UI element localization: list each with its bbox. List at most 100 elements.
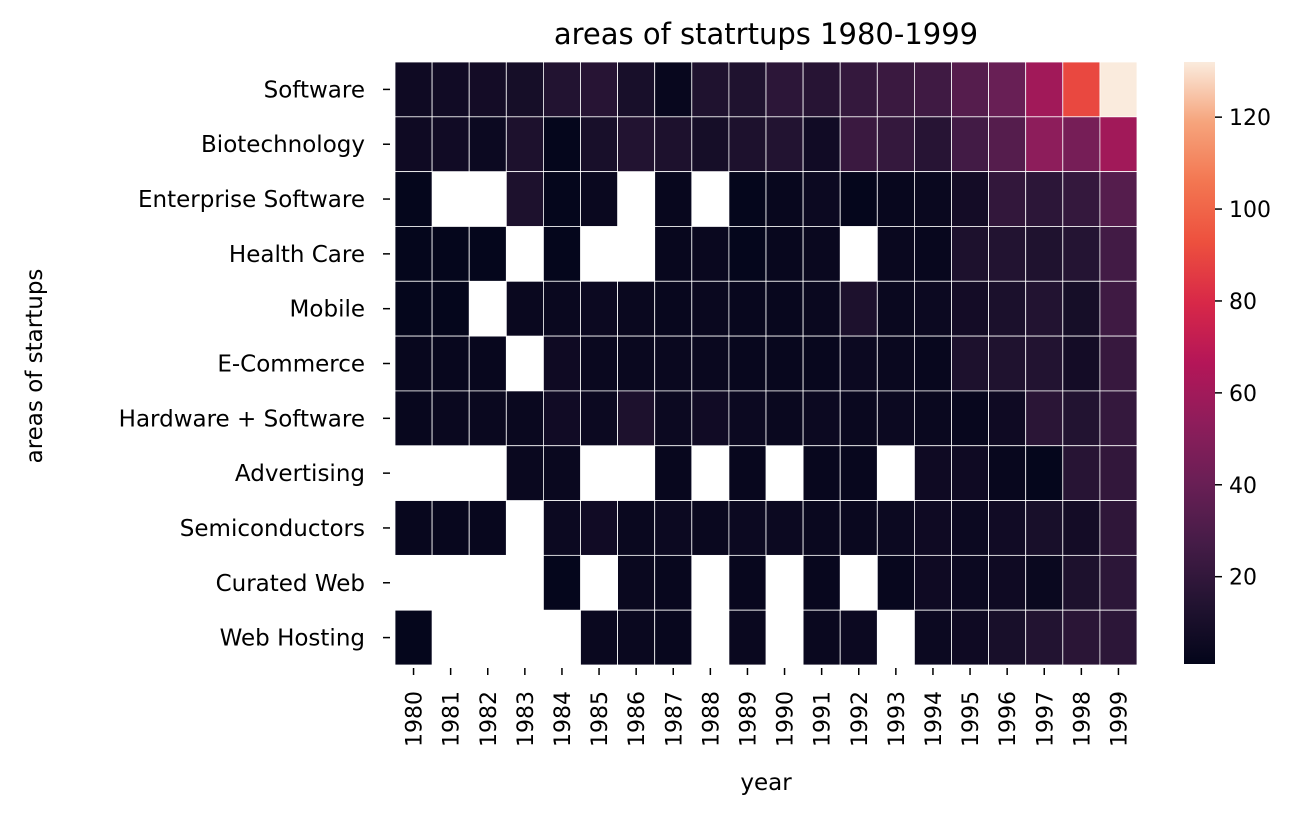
heatmap-cell xyxy=(988,554,1027,611)
heatmap-cell xyxy=(765,390,804,447)
heatmap-cell xyxy=(839,390,878,447)
heatmap-cell xyxy=(691,226,730,282)
heatmap-cells xyxy=(394,61,1138,666)
heatmap-cell xyxy=(580,171,618,227)
heatmap-cell xyxy=(914,390,952,447)
heatmap-cell xyxy=(839,61,878,118)
heatmap-cell xyxy=(728,280,767,337)
heatmap-cell xyxy=(468,390,507,447)
heatmap-cell xyxy=(988,171,1027,227)
heatmap-cell xyxy=(543,226,581,282)
heatmap-cell xyxy=(1025,116,1064,173)
heatmap-cell xyxy=(468,335,507,392)
heatmap-cell xyxy=(728,61,767,118)
heatmap-cell xyxy=(914,445,952,501)
heatmap-cell xyxy=(691,61,730,118)
heatmap-cell xyxy=(951,390,989,447)
chart-title: areas of statrtups 1980-1999 xyxy=(554,17,978,51)
heatmap-cell xyxy=(914,609,952,666)
y-category-label: Health Care xyxy=(229,242,365,268)
heatmap-cell xyxy=(951,609,989,666)
heatmap-cell xyxy=(505,390,544,447)
heatmap-cell xyxy=(1062,609,1101,666)
y-category-labels: Software Biotechnology Enterprise Software… xyxy=(119,77,390,652)
heatmap-cell xyxy=(1025,445,1064,501)
heatmap-cell xyxy=(1062,445,1101,501)
heatmap-cell xyxy=(431,61,470,118)
heatmap-cell xyxy=(802,335,841,392)
heatmap-cell xyxy=(431,390,470,447)
x-tick-label: 1981 xyxy=(440,691,465,747)
heatmap-cell xyxy=(654,609,693,666)
heatmap-cell xyxy=(988,445,1027,501)
heatmap-cell xyxy=(765,500,804,556)
heatmap-cell xyxy=(543,280,581,337)
heatmap-cell xyxy=(468,500,507,556)
heatmap-cell xyxy=(765,226,804,282)
x-tick-label: 1997 xyxy=(1033,691,1058,747)
heatmap-cell xyxy=(394,500,433,556)
heatmap-cell xyxy=(728,445,767,501)
heatmap-cell xyxy=(802,280,841,337)
colorbar-tick-label: 40 xyxy=(1229,474,1257,499)
heatmap-cell xyxy=(654,445,693,501)
heatmap-cell xyxy=(654,280,693,337)
x-tick-label: 1991 xyxy=(811,691,836,747)
heatmap-cell xyxy=(728,226,767,282)
heatmap-cell xyxy=(1062,280,1101,337)
heatmap-cell xyxy=(1025,226,1064,282)
heatmap-cell xyxy=(765,61,804,118)
heatmap-cell xyxy=(617,280,656,337)
heatmap-cell xyxy=(468,61,507,118)
x-tick-label: 1994 xyxy=(922,691,947,747)
heatmap-cell xyxy=(691,390,730,447)
x-tick-label: 1987 xyxy=(662,691,687,747)
heatmap-cell xyxy=(728,500,767,556)
heatmap-cell xyxy=(765,335,804,392)
heatmap-cell xyxy=(1099,61,1138,118)
heatmap-cell xyxy=(1025,500,1064,556)
x-tick-label: 1998 xyxy=(1070,691,1095,747)
y-category-label: Semiconductors xyxy=(180,516,365,542)
heatmap-cell xyxy=(654,226,693,282)
heatmap-cell xyxy=(876,390,915,447)
heatmap-cell xyxy=(876,554,915,611)
heatmap-cell xyxy=(394,61,433,118)
heatmap-cell xyxy=(728,554,767,611)
heatmap-cell xyxy=(654,500,693,556)
heatmap-cell xyxy=(654,61,693,118)
heatmap-cell xyxy=(1099,280,1138,337)
heatmap-cell xyxy=(1099,445,1138,501)
heatmap-cell xyxy=(1025,390,1064,447)
heatmap-cell xyxy=(1062,335,1101,392)
heatmap-cell xyxy=(431,116,470,173)
heatmap-cell xyxy=(876,226,915,282)
heatmap-cell xyxy=(394,609,433,666)
heatmap-cell xyxy=(914,226,952,282)
heatmap-cell xyxy=(728,171,767,227)
heatmap-cell xyxy=(839,445,878,501)
heatmap-cell xyxy=(1025,61,1064,118)
colorbar-tick-label: 20 xyxy=(1229,566,1257,591)
heatmap-cell xyxy=(1062,116,1101,173)
heatmap-cell xyxy=(951,554,989,611)
heatmap-cell xyxy=(394,335,433,392)
y-category-label: Curated Web xyxy=(216,571,365,597)
colorbar-ticks: 20 40 60 80 100 120 xyxy=(1215,106,1271,591)
x-tick-label: 1988 xyxy=(699,691,724,747)
heatmap-cell xyxy=(543,171,581,227)
heatmap-cell xyxy=(1099,500,1138,556)
y-category-label: Web Hosting xyxy=(220,626,365,652)
heatmap-cell xyxy=(431,500,470,556)
heatmap-cell xyxy=(505,61,544,118)
heatmap-cell xyxy=(839,335,878,392)
heatmap-cell xyxy=(951,61,989,118)
heatmap-cell xyxy=(914,116,952,173)
heatmap-cell xyxy=(839,609,878,666)
heatmap-cell xyxy=(394,390,433,447)
y-category-label: Enterprise Software xyxy=(138,187,365,213)
heatmap-cell xyxy=(1099,554,1138,611)
heatmap-cell xyxy=(1099,390,1138,447)
heatmap-cell xyxy=(1025,335,1064,392)
colorbar xyxy=(1184,62,1215,664)
